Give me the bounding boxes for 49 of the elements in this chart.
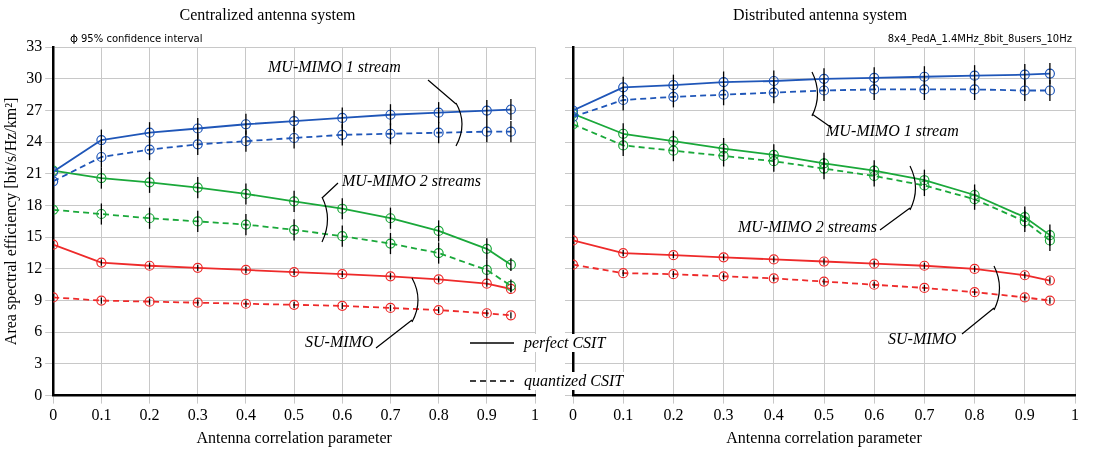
y-tick-label: 18	[26, 195, 43, 213]
y-tick-label: 3	[34, 354, 43, 372]
x-tick-label: 0.4	[235, 406, 256, 424]
chart-title: Distributed antenna system	[732, 5, 908, 24]
x-axis-title: Antenna correlation parameter	[726, 428, 923, 447]
y-tick-label: 24	[26, 132, 43, 150]
y-tick-label: 30	[26, 69, 43, 87]
x-tick-label: 0	[49, 406, 58, 424]
annotation: perfect CSIT	[522, 334, 608, 352]
y-tick-label: 27	[26, 100, 43, 118]
x-tick-label: 0.3	[713, 406, 734, 424]
annotation: MU-MIMO 1 stream	[826, 122, 959, 140]
x-tick-label: 0.5	[814, 406, 834, 424]
x-axis-title: Antenna correlation parameter	[196, 428, 393, 447]
annotation: MU-MIMO 2 streams	[738, 218, 877, 236]
annotation: SU-MIMO	[888, 330, 957, 348]
x-tick-label: 0.2	[139, 406, 160, 424]
x-tick-label: 0.8	[964, 406, 985, 424]
x-tick-label: 1	[531, 406, 539, 424]
x-tick-label: 0.1	[91, 406, 112, 424]
annotation: MU-MIMO 1 stream	[268, 58, 401, 76]
annotation: quantized CSIT	[522, 372, 626, 390]
annotation: SU-MIMO	[305, 333, 374, 351]
chart-title: Centralized antenna system	[179, 5, 357, 24]
annotation: MU-MIMO 2 streams	[342, 172, 481, 190]
x-tick-label: 0.2	[663, 406, 684, 424]
x-tick-label: 0.7	[380, 406, 401, 424]
y-tick-label: 6	[34, 322, 43, 340]
y-tick-label: 0	[34, 385, 43, 403]
text: 8x4_PedA_1.4MHz_8bit_8users_10Hz	[887, 33, 1072, 44]
x-tick-label: 0.5	[284, 406, 305, 424]
x-tick-label: 0.6	[332, 406, 353, 424]
x-tick-label: 0	[569, 406, 577, 424]
y-tick-label: 15	[26, 227, 43, 245]
x-tick-label: 1	[1071, 406, 1079, 424]
x-tick-label: 0.4	[763, 406, 784, 424]
y-axis-title: Area spectral efficiency [bit/s/Hz/km²]	[1, 97, 20, 346]
y-tick-label: 12	[26, 259, 43, 277]
x-tick-label: 0.6	[864, 406, 885, 424]
x-tick-label: 0.3	[187, 406, 208, 424]
y-tick-label: 21	[26, 164, 43, 182]
text: 95% confidence interval	[81, 33, 203, 44]
y-tick-label: 9	[34, 290, 43, 308]
x-tick-label: 0.8	[428, 406, 449, 424]
x-tick-label: 0.9	[476, 406, 497, 424]
x-tick-label: 0.1	[613, 406, 634, 424]
x-tick-label: 0.7	[914, 406, 935, 424]
y-tick-label: 33	[26, 37, 43, 55]
x-tick-label: 0.9	[1014, 406, 1035, 424]
